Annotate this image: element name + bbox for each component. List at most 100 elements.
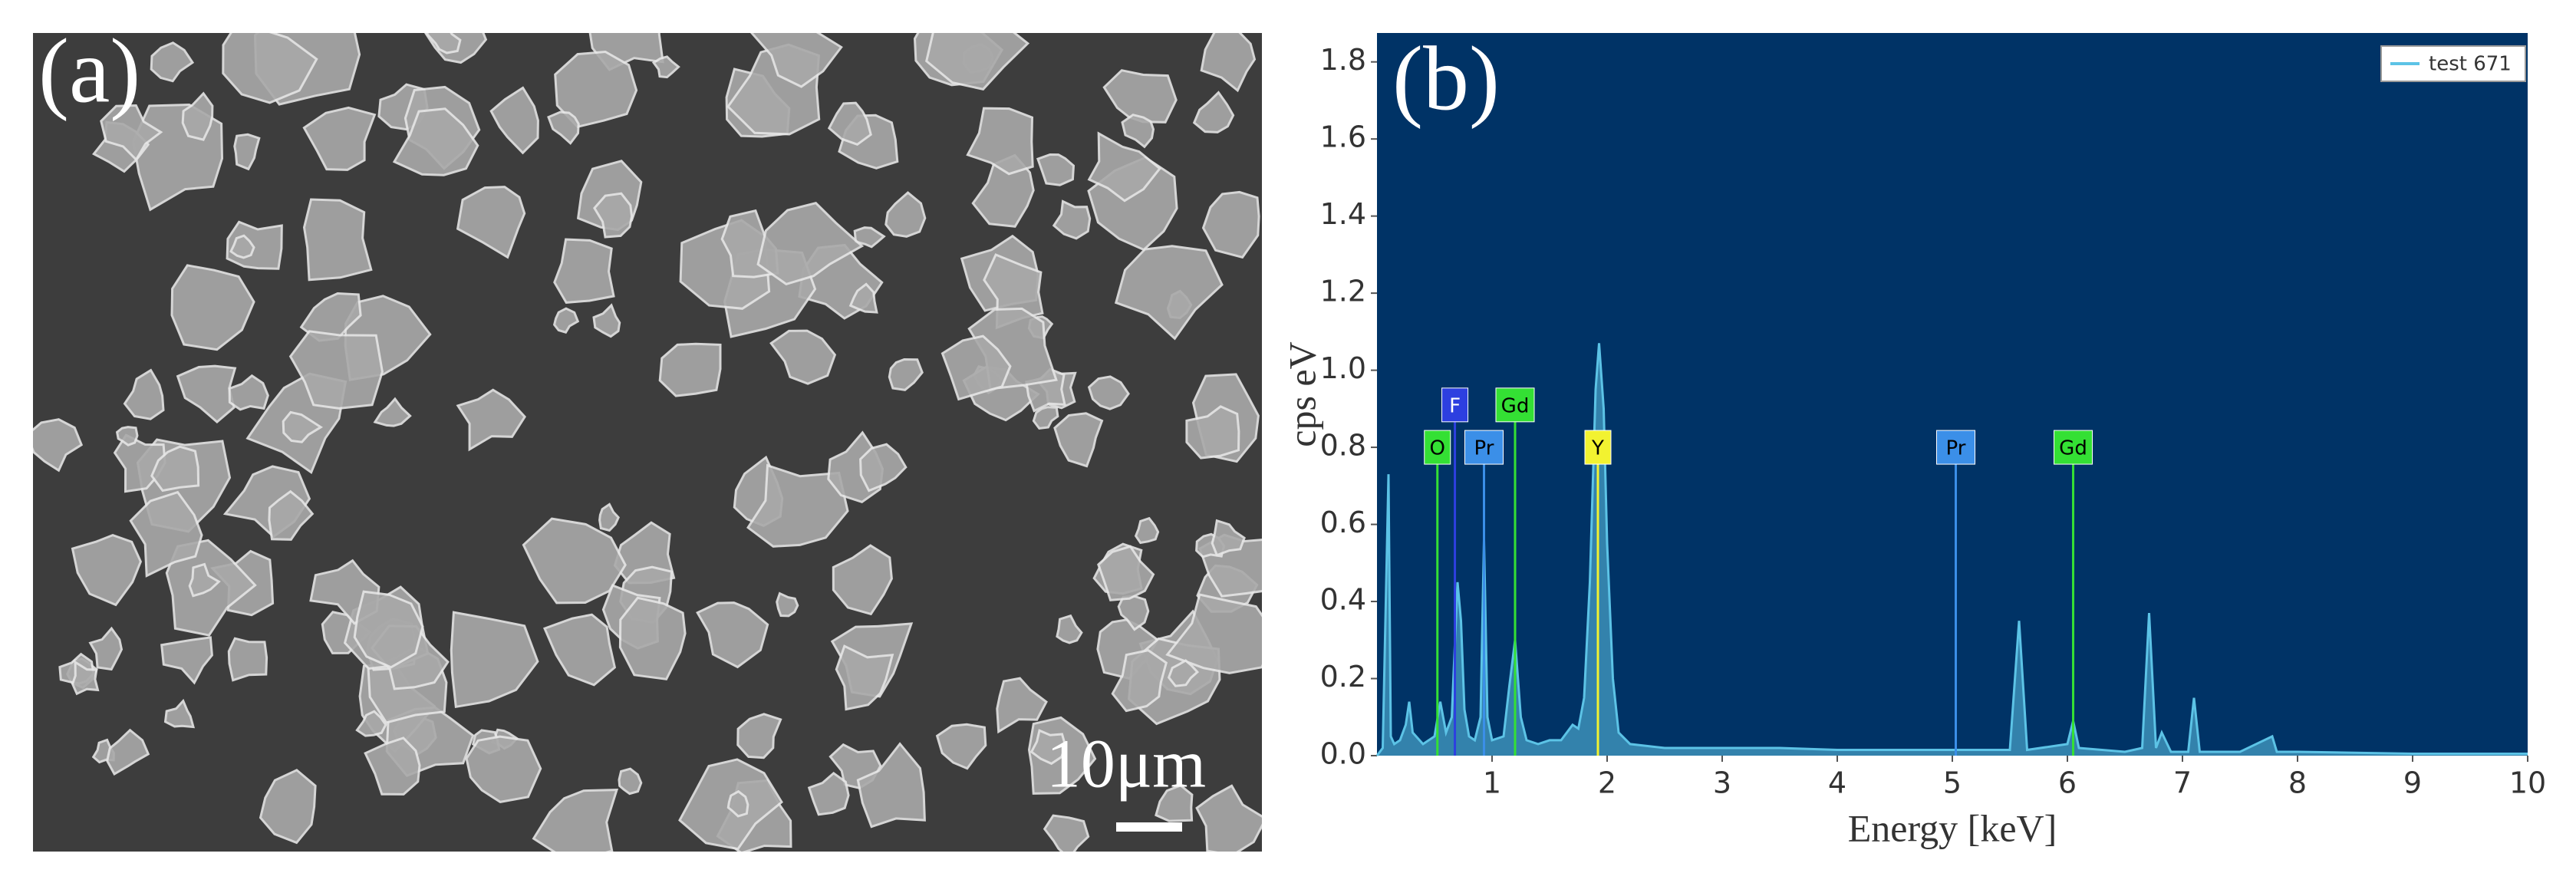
particle (835, 644, 894, 711)
particle (658, 342, 722, 397)
legend-label: test 671 (2429, 53, 2512, 76)
x-tick-label: 4 (1828, 766, 1846, 800)
x-tick-label: 9 (2403, 766, 2422, 800)
particle (1052, 199, 1092, 240)
particle (553, 238, 615, 304)
particle (71, 660, 100, 696)
particle (355, 710, 387, 737)
particle (229, 234, 255, 259)
particle (1097, 545, 1155, 601)
particle (106, 728, 150, 776)
particle (33, 418, 84, 473)
element-label: Y (1591, 437, 1604, 460)
particle (150, 445, 200, 493)
particle (123, 368, 165, 420)
element-box (1424, 430, 1451, 465)
y-tick-label: 1.4 (1320, 197, 1366, 231)
particle (425, 33, 462, 54)
particle (547, 110, 580, 145)
particle (522, 517, 627, 605)
x-tick-label: 5 (1943, 766, 1962, 800)
particle (1087, 375, 1130, 410)
panel-label: (a) (38, 20, 140, 122)
element-label: Gd (1501, 394, 1530, 417)
particle (888, 357, 924, 391)
particle (188, 562, 221, 598)
plot-area (1377, 33, 2528, 756)
particle (807, 771, 850, 816)
y-tick-label: 1.6 (1320, 120, 1366, 154)
y-tick-label: 1.2 (1320, 275, 1366, 308)
particle (228, 374, 269, 411)
particle (746, 463, 849, 548)
particle (1155, 784, 1194, 822)
particle (966, 107, 1034, 176)
element-box (1936, 430, 1975, 465)
particle (1165, 593, 1262, 674)
element-box (1495, 387, 1535, 423)
y-tick-label: 1.0 (1320, 351, 1366, 385)
particle (756, 202, 865, 286)
plot: 0.0 0.2 0.4 0.6 0.8 1.0 1.2 1.4 1.6 1.8 1 2 3 4 5 6 7 8 9 1… (1320, 43, 2547, 799)
particle (996, 677, 1048, 734)
particle (268, 489, 315, 541)
particle (364, 736, 421, 796)
particle (233, 133, 261, 171)
particle (288, 330, 384, 410)
particle (302, 106, 377, 171)
y-tick-label: 0.2 (1320, 660, 1366, 694)
particle (489, 86, 539, 155)
element-box (1464, 430, 1504, 465)
particle (227, 637, 268, 682)
particle (592, 303, 621, 338)
particle (832, 544, 893, 616)
particle (1032, 406, 1059, 430)
particle (1056, 614, 1083, 644)
particle (88, 626, 124, 671)
element-label: O (1430, 437, 1445, 460)
element-label: F (1449, 394, 1461, 417)
particle (465, 735, 542, 803)
x-axis-label: Energy [keV] (1848, 806, 2057, 849)
particle (856, 742, 926, 829)
x-tick-label: 10 (2509, 766, 2546, 800)
particle (282, 410, 324, 443)
x-tick-label: 1 (1483, 766, 1501, 800)
particle (299, 292, 362, 342)
scale-bar-label: 10μm (1046, 726, 1206, 802)
particle (827, 101, 872, 146)
particle (222, 33, 318, 104)
particle (1053, 412, 1104, 468)
particle (736, 713, 782, 759)
particle (726, 789, 749, 818)
particle (925, 33, 1030, 91)
element-label: Pr (1474, 437, 1494, 460)
particle (100, 104, 163, 162)
particle (1201, 190, 1260, 259)
particle (1167, 659, 1200, 687)
y-tick-label: 0.6 (1320, 506, 1366, 539)
particle (353, 590, 424, 669)
particle (71, 533, 143, 607)
particle (1102, 69, 1178, 124)
particle (259, 769, 317, 845)
x-tick-label: 2 (1598, 766, 1616, 800)
particle (776, 591, 799, 618)
particle (618, 767, 643, 796)
particle (456, 186, 526, 259)
particle (940, 334, 1012, 401)
particle (532, 789, 619, 852)
particle (129, 490, 203, 578)
particle (181, 91, 214, 141)
particle (392, 107, 479, 176)
x-tick-label: 6 (2058, 766, 2077, 800)
element-box (1441, 387, 1469, 423)
y-tick-label: 0.4 (1320, 583, 1366, 617)
y-tick-label: 0.0 (1320, 737, 1366, 771)
particle (884, 191, 927, 238)
x-tick-label: 8 (2288, 766, 2307, 800)
particle (1029, 729, 1067, 766)
particle (769, 329, 837, 385)
particle (170, 264, 255, 351)
